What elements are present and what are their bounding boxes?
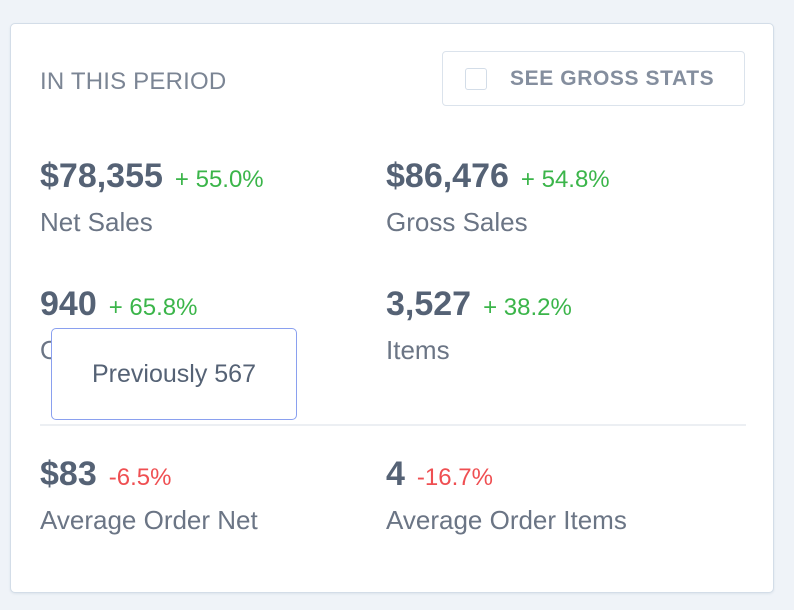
stat-change: + 54.8% xyxy=(520,166,610,193)
card-title: IN THIS PERIOD xyxy=(40,68,227,95)
stat-average-order-items[interactable]: 4 -16.7% Average Order Items xyxy=(386,454,627,535)
toggle-label: SEE GROSS STATS xyxy=(510,66,715,90)
previous-value-tooltip: Previously 567 xyxy=(51,328,297,420)
stat-items[interactable]: 3,527 + 38.2% Items xyxy=(386,284,572,365)
stat-label: Net Sales xyxy=(40,207,153,237)
stat-label: Gross Sales xyxy=(386,207,528,237)
checkbox-icon[interactable] xyxy=(465,67,487,90)
stat-gross-sales[interactable]: $86,476 + 54.8% Gross Sales xyxy=(386,156,610,237)
stat-label: Average Order Net xyxy=(40,505,258,535)
stat-net-sales[interactable]: $78,355 + 55.0% Net Sales xyxy=(40,156,264,237)
stat-value: 940 xyxy=(40,285,97,323)
stat-change: + 38.2% xyxy=(483,294,572,321)
stat-value: $78,355 xyxy=(40,157,163,195)
stat-value: 4 xyxy=(386,455,405,493)
see-gross-stats-toggle[interactable]: SEE GROSS STATS xyxy=(442,51,745,106)
stat-value: 3,527 xyxy=(386,285,472,323)
period-stats-card: IN THIS PERIOD SEE GROSS STATS $78,355 +… xyxy=(10,23,774,593)
stat-value: $83 xyxy=(40,455,97,493)
stat-label: Average Order Items xyxy=(386,505,627,535)
section-divider xyxy=(40,424,746,426)
stat-value: $86,476 xyxy=(386,157,509,195)
stat-average-order-net[interactable]: $83 -6.5% Average Order Net xyxy=(40,454,258,535)
stat-change: -16.7% xyxy=(416,464,493,491)
stat-change: + 55.0% xyxy=(174,166,264,193)
stat-change: + 65.8% xyxy=(108,294,198,321)
stat-label: Items xyxy=(386,335,450,365)
stat-change: -6.5% xyxy=(108,464,172,491)
